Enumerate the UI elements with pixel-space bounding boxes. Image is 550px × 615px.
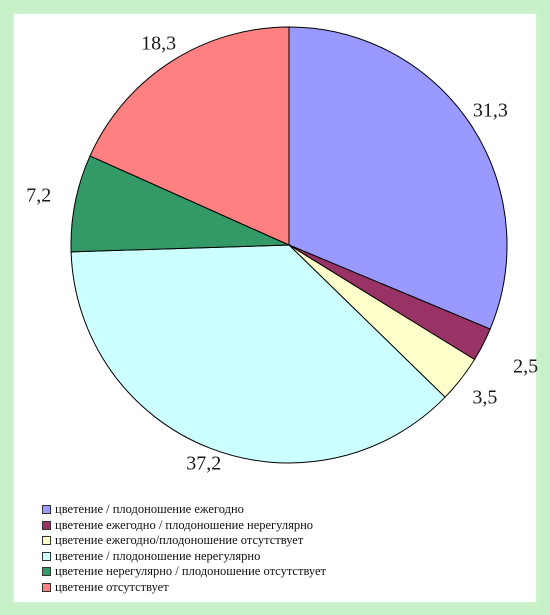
legend-item-3: цветение ежегодно/плодоношение отсутству… <box>42 533 326 549</box>
legend-item-1: цветение / плодоношение ежегодно <box>42 502 326 518</box>
legend-item-6: цветение отсутствует <box>42 580 326 596</box>
legend-swatch <box>42 520 51 530</box>
legend-label: цветение / плодоношение ежегодно <box>55 502 244 517</box>
data-label-6: 18,3 <box>141 32 177 55</box>
pie-slice-4 <box>70 244 446 464</box>
legend-swatch <box>42 505 51 515</box>
data-label-4: 37,2 <box>186 452 222 475</box>
data-label-1: 31,3 <box>472 99 508 122</box>
legend-swatch <box>42 582 51 592</box>
legend-item-2: цветение ежегодно / плодоношение нерегул… <box>42 518 326 534</box>
data-label-2: 2,5 <box>513 355 539 377</box>
legend-label: цветение ежегодно / плодоношение нерегул… <box>55 517 314 532</box>
legend-label: цветение ежегодно/плодоношение отсутству… <box>55 533 304 548</box>
pie-slice-5 <box>70 155 290 253</box>
legend-item-5: цветение нерегулярно / плодоношение отсу… <box>42 564 326 580</box>
legend: цветение / плодоношение ежегодно цветение… <box>42 502 326 595</box>
data-label-3: 3,5 <box>472 386 498 409</box>
pie-slice-1 <box>288 26 508 330</box>
data-label-5: 7,2 <box>26 184 52 207</box>
pie-chart <box>70 26 508 464</box>
legend-label: цветение / плодоношение нерегулярно <box>55 548 261 563</box>
legend-label: цветение нерегулярно / плодоношение отсу… <box>55 564 327 579</box>
legend-swatch <box>42 536 51 546</box>
pie-slice-6 <box>89 26 290 246</box>
legend-swatch <box>42 551 51 561</box>
legend-item-4: цветение / плодоношение нерегулярно <box>42 549 326 565</box>
legend-swatch <box>42 567 51 577</box>
legend-label: цветение отсутствует <box>55 579 169 594</box>
chart-frame: 31,3 2,5 3,5 37,2 7,2 18,3 цветение / плодоно… <box>14 14 539 602</box>
